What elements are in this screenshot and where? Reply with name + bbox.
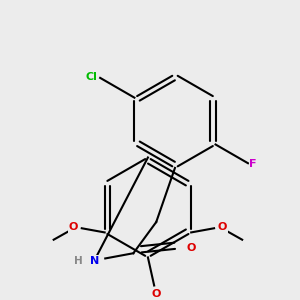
Text: O: O	[187, 243, 196, 253]
Text: H: H	[74, 256, 82, 266]
Text: O: O	[152, 289, 161, 299]
Text: Cl: Cl	[86, 72, 98, 82]
Text: F: F	[249, 159, 257, 169]
Text: N: N	[90, 256, 100, 266]
Text: O: O	[218, 222, 227, 232]
Text: O: O	[69, 222, 78, 232]
